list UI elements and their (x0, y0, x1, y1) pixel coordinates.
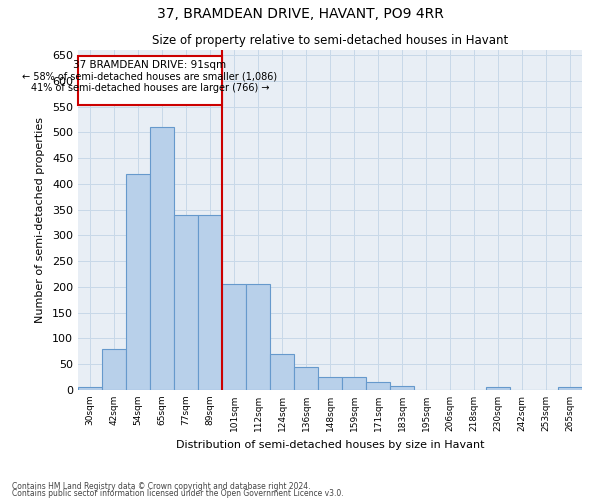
Bar (366, 382, 390, 390)
Bar (102, 349, 126, 390)
Bar (174, 215, 198, 390)
FancyBboxPatch shape (78, 56, 222, 105)
Title: Size of property relative to semi-detached houses in Havant: Size of property relative to semi-detach… (152, 34, 508, 48)
Text: 37, BRAMDEAN DRIVE, HAVANT, PO9 4RR: 37, BRAMDEAN DRIVE, HAVANT, PO9 4RR (157, 8, 443, 22)
Text: 41% of semi-detached houses are larger (766) →: 41% of semi-detached houses are larger (… (31, 83, 269, 93)
Text: Contains HM Land Registry data © Crown copyright and database right 2024.: Contains HM Land Registry data © Crown c… (12, 482, 311, 491)
Bar (390, 386, 414, 390)
Bar (558, 388, 582, 390)
Bar (78, 388, 102, 390)
Bar (318, 377, 342, 390)
Bar (198, 215, 222, 390)
Bar (150, 128, 174, 390)
Bar (342, 377, 366, 390)
Bar (294, 367, 318, 390)
Text: ← 58% of semi-detached houses are smaller (1,086): ← 58% of semi-detached houses are smalle… (22, 72, 278, 82)
Bar (126, 174, 150, 390)
Bar (222, 284, 246, 390)
Y-axis label: Number of semi-detached properties: Number of semi-detached properties (35, 117, 45, 323)
X-axis label: Distribution of semi-detached houses by size in Havant: Distribution of semi-detached houses by … (176, 440, 484, 450)
Bar (246, 284, 270, 390)
Bar (486, 388, 510, 390)
Text: 37 BRAMDEAN DRIVE: 91sqm: 37 BRAMDEAN DRIVE: 91sqm (73, 60, 227, 70)
Bar (270, 354, 294, 390)
Text: Contains public sector information licensed under the Open Government Licence v3: Contains public sector information licen… (12, 489, 344, 498)
